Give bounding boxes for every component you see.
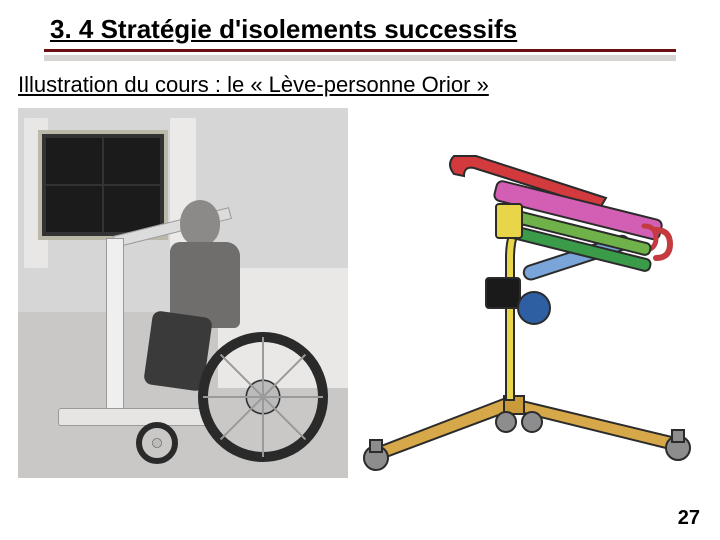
slide-subtitle: Illustration du cours : le « Lève-person… [18,72,489,98]
lift-mast [106,238,124,418]
cad-pivot-plate [496,204,522,238]
wheel-spoke [262,354,306,398]
cad-svg [356,108,702,478]
wheel-spoke [262,337,264,397]
title-rule-dark [44,49,676,52]
wheelchair-wheel-small [136,422,178,464]
window-pane [104,138,160,184]
wheel-spoke [263,396,323,398]
window-pane [104,186,160,232]
window [38,130,168,240]
wheel-spoke [220,354,264,398]
window-pane [46,186,102,232]
cad-patient-lift [356,108,702,478]
wheel-spoke [262,397,264,457]
photo-patient-lift [18,108,348,478]
slide: 3. 4 Stratégie d'isolements successifs I… [0,0,720,540]
window-pane [46,138,102,184]
slide-title: 3. 4 Stratégie d'isolements successifs [50,14,720,45]
wheel-spoke [262,396,306,440]
figure-row [18,108,702,478]
wheel-spoke [203,396,263,398]
title-wrap: 3. 4 Stratégie d'isolements successifs [0,0,720,45]
page-number: 27 [678,507,700,530]
person-head [180,200,220,246]
wheel-spoke [220,396,264,440]
lift-base [58,408,208,426]
cad-control-box [486,278,520,308]
wheelchair-wheel-large [198,332,328,462]
title-rule-light [44,55,676,61]
